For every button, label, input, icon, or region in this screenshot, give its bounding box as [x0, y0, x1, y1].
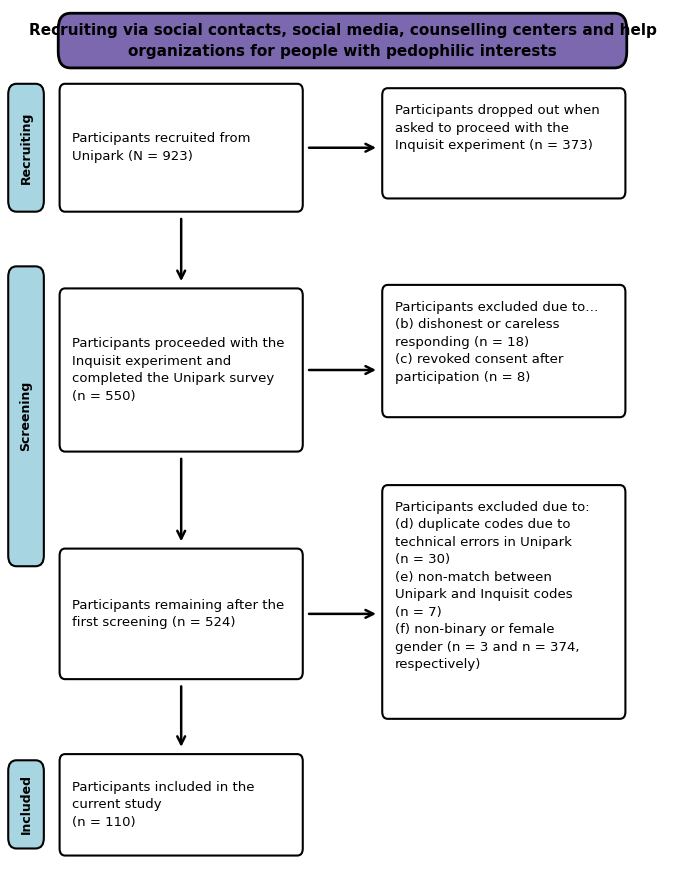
- Text: Participants proceeded with the
Inquisit experiment and
completed the Unipark su: Participants proceeded with the Inquisit…: [72, 337, 284, 403]
- FancyBboxPatch shape: [58, 13, 627, 68]
- FancyBboxPatch shape: [382, 88, 625, 198]
- Text: Participants included in the
current study
(n = 110): Participants included in the current stu…: [72, 781, 254, 829]
- FancyBboxPatch shape: [382, 285, 625, 417]
- Text: Participants remaining after the
first screening (n = 524): Participants remaining after the first s…: [72, 599, 284, 629]
- FancyBboxPatch shape: [60, 84, 303, 212]
- Text: Recruiting: Recruiting: [20, 111, 32, 184]
- FancyBboxPatch shape: [60, 288, 303, 452]
- Text: Participants excluded due to:
(d) duplicate codes due to
technical errors in Uni: Participants excluded due to: (d) duplic…: [395, 501, 589, 671]
- Text: Participants recruited from
Unipark (N = 923): Participants recruited from Unipark (N =…: [72, 132, 251, 163]
- Text: Screening: Screening: [20, 381, 32, 452]
- FancyBboxPatch shape: [8, 84, 44, 212]
- FancyBboxPatch shape: [60, 549, 303, 679]
- Text: Included: Included: [20, 774, 32, 834]
- FancyBboxPatch shape: [60, 754, 303, 856]
- FancyBboxPatch shape: [382, 485, 625, 719]
- Text: Participants dropped out when
asked to proceed with the
Inquisit experiment (n =: Participants dropped out when asked to p…: [395, 104, 599, 152]
- FancyBboxPatch shape: [8, 760, 44, 848]
- Text: Participants excluded due to…
(b) dishonest or careless
responding (n = 18)
(c) : Participants excluded due to… (b) dishon…: [395, 301, 598, 384]
- Text: Recruiting via social contacts, social media, counselling centers and help
organ: Recruiting via social contacts, social m…: [29, 23, 656, 58]
- FancyBboxPatch shape: [8, 266, 44, 566]
